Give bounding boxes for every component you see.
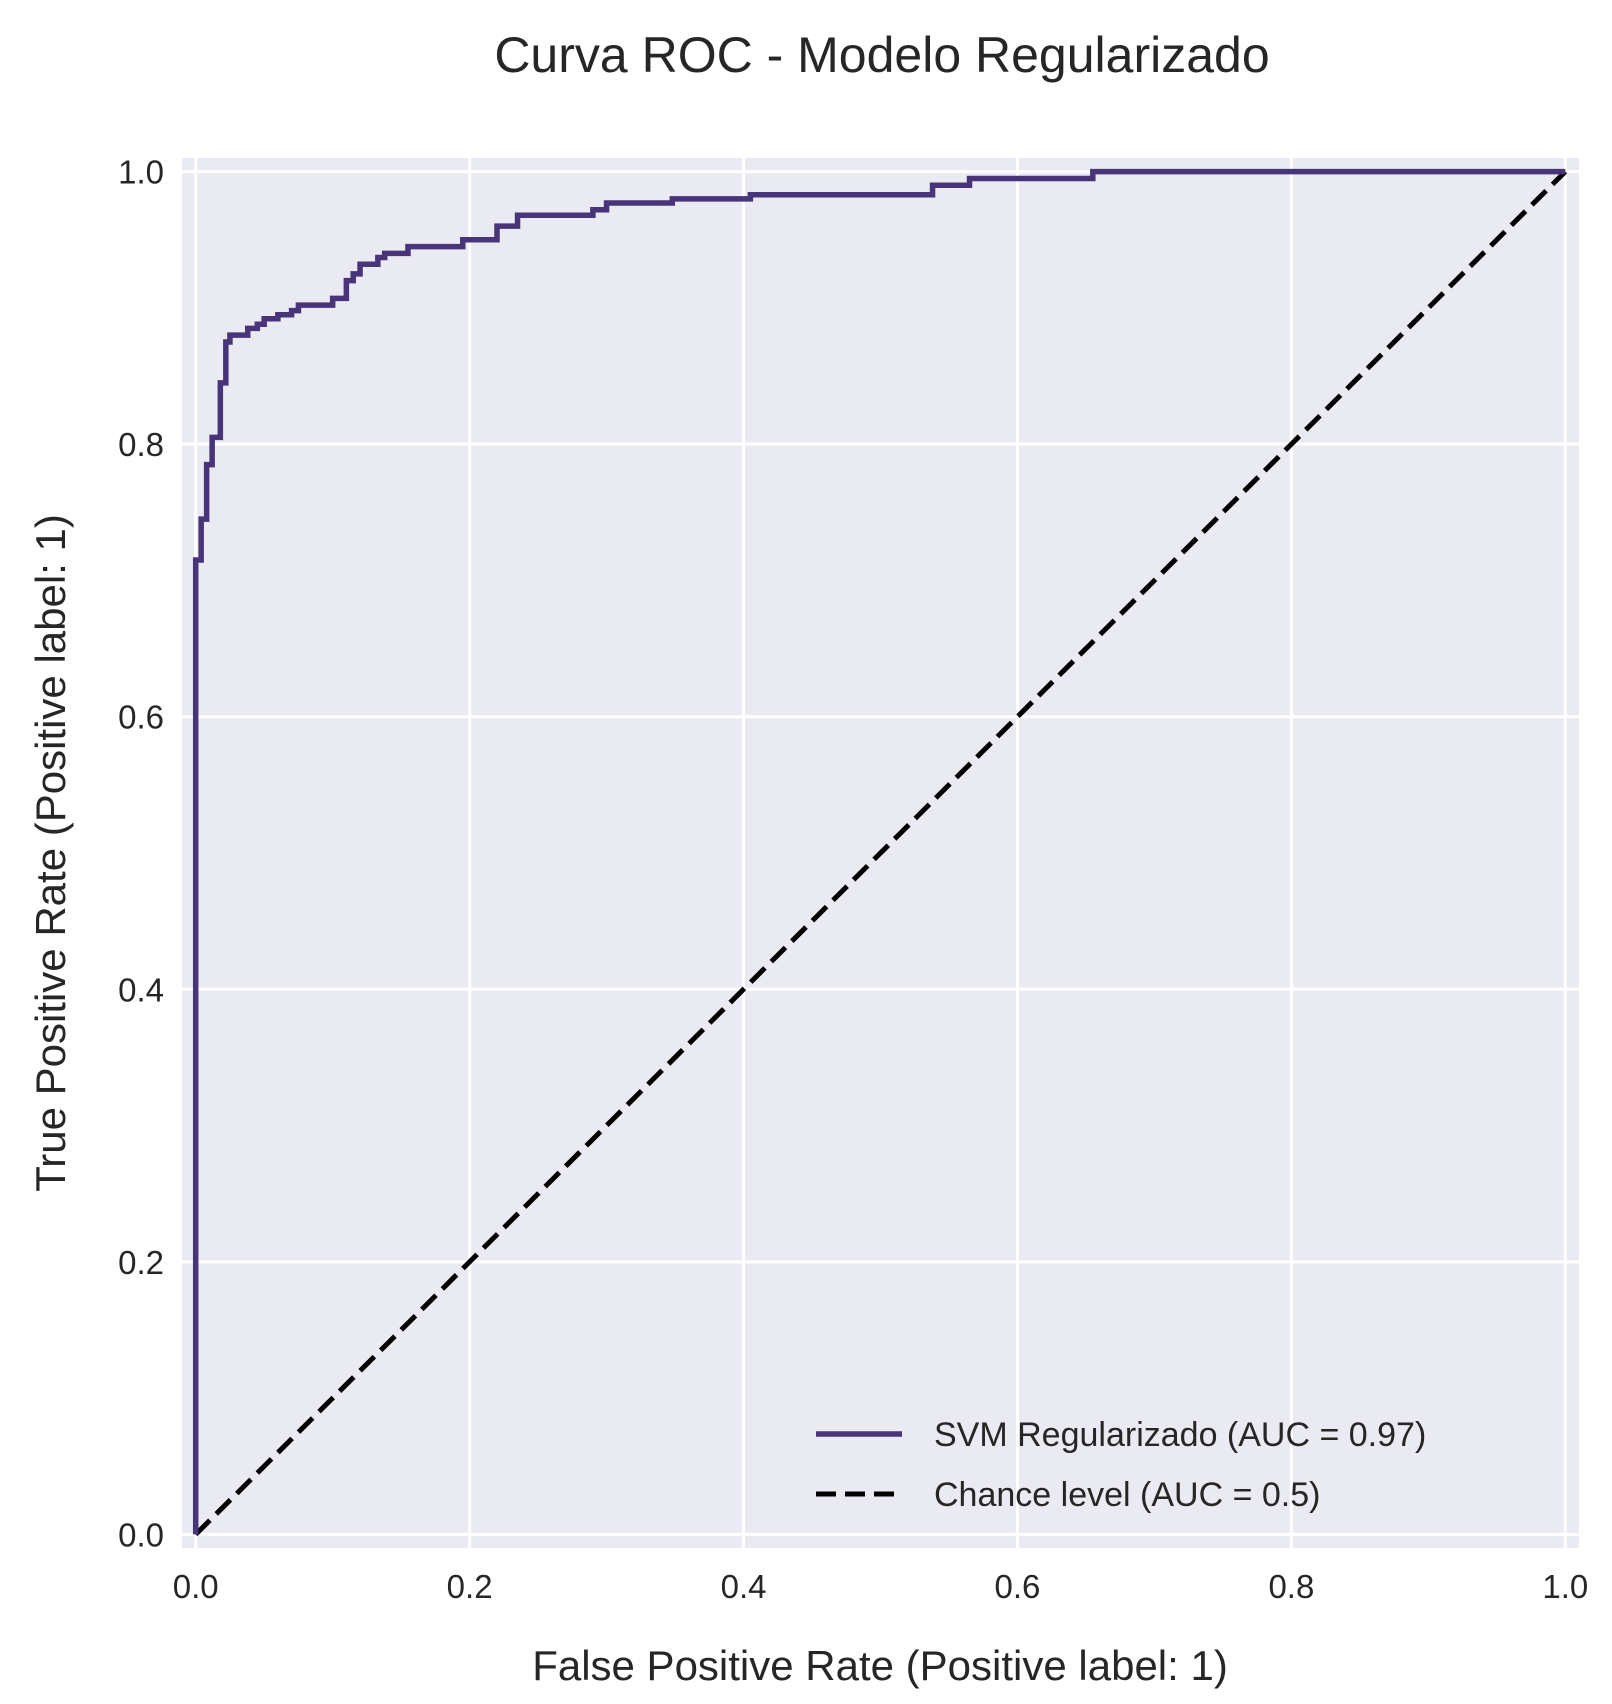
x-axis-ticks: 0.0 0.2 0.4 0.6 0.8 1.0 — [173, 1568, 1588, 1605]
y-tick-label: 0.0 — [118, 1516, 164, 1553]
series-layer — [192, 168, 1568, 1537]
x-tick-label: 1.0 — [1542, 1568, 1588, 1605]
chance-level-line — [193, 169, 1568, 1537]
y-tick-label: 1.0 — [118, 154, 164, 191]
x-tick-label: 0.2 — [447, 1568, 493, 1605]
x-tick-label: 0.4 — [721, 1568, 767, 1605]
x-tick-label: 0.0 — [173, 1568, 219, 1605]
roc-curve-line — [192, 168, 1566, 1535]
gridlines — [182, 158, 1579, 1548]
y-tick-label: 0.6 — [118, 699, 164, 736]
legend-label: Chance level (AUC = 0.5) — [934, 1476, 1320, 1514]
y-tick-label: 0.2 — [118, 1244, 164, 1281]
legend: SVM Regularizado (AUC = 0.97) Chance leve… — [816, 1416, 1426, 1514]
y-axis-label: True Positive Rate (Positive label: 1) — [27, 514, 74, 1192]
y-axis-ticks: 0.0 0.2 0.4 0.6 0.8 1.0 — [118, 154, 164, 1554]
x-tick-label: 0.6 — [995, 1568, 1041, 1605]
y-tick-label: 0.4 — [118, 971, 164, 1008]
y-tick-label: 0.8 — [118, 426, 164, 463]
legend-label: SVM Regularizado (AUC = 0.97) — [934, 1416, 1426, 1454]
chart-title: Curva ROC - Modelo Regularizado — [494, 27, 1269, 83]
x-tick-label: 0.8 — [1268, 1568, 1314, 1605]
x-axis-label: False Positive Rate (Positive label: 1) — [532, 1642, 1228, 1689]
